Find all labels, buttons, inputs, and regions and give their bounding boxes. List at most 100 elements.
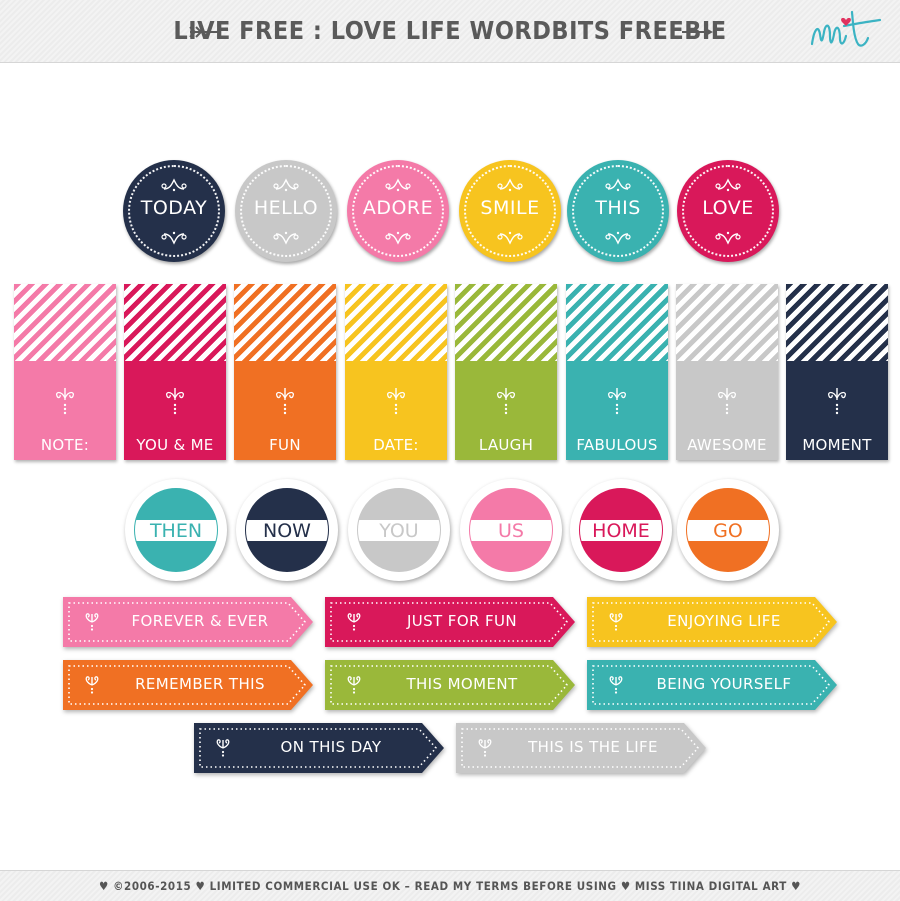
diagonal-stripes [676, 284, 778, 361]
diagonal-stripes [345, 284, 447, 361]
diagonal-stripes [566, 284, 668, 361]
circle-label-smile: SMILE [459, 160, 561, 262]
flourish-icon [272, 230, 300, 245]
dotted-border [240, 165, 332, 257]
flourish-icon [496, 177, 524, 192]
arrow-tag-this-moment: THIS MOMENT [325, 660, 575, 710]
badge-label-text: NOW [263, 520, 311, 542]
diagonal-stripes [14, 284, 116, 361]
dotted-border [464, 165, 556, 257]
flourish-icon [384, 177, 412, 192]
arrow-tag-text: THIS IS THE LIFE [528, 738, 658, 756]
badge-inner-circle: GO [686, 488, 770, 572]
diagonal-stripes [786, 284, 888, 361]
journal-tag-fabulous: FABULOUS [566, 284, 668, 460]
sprig-icon [81, 673, 103, 695]
circle-label-text: THIS [595, 197, 641, 219]
arrow-tag-on-this-day: ON THIS DAY [194, 723, 444, 773]
circle-label-this: THIS [567, 160, 669, 262]
arrow-tag-text: FOREVER & EVER [131, 612, 269, 630]
badge-white-band [246, 520, 328, 541]
circle-label-hello: HELLO [235, 160, 337, 262]
arrow-tag-this-is-the-life: THIS IS THE LIFE [456, 723, 706, 773]
badge-white-band [687, 520, 769, 541]
sprig-icon [605, 673, 627, 695]
sprig-icon [343, 673, 365, 695]
badge-label-then: THEN [125, 479, 227, 581]
journal-tag-date: DATE: [345, 284, 447, 460]
tag-color-block: NOTE: [14, 361, 116, 460]
badge-white-band [135, 520, 217, 541]
tag-color-block: FABULOUS [566, 361, 668, 460]
header-bar: LIVE FREE : LOVE LIFE WORDBITS FREEBIE [0, 0, 900, 63]
badge-white-band [358, 520, 440, 541]
dotted-border [128, 165, 220, 257]
circle-label-love: LOVE [677, 160, 779, 262]
footer-bar: ♥ ©2006-2015 ♥ LIMITED COMMERCIAL USE OK… [0, 870, 900, 901]
circle-label-adore: ADORE [347, 160, 449, 262]
tag-label-text: NOTE: [40, 436, 90, 454]
arrow-tag-being-yourself: BEING YOURSELF [587, 660, 837, 710]
arrow-tag-shape [63, 597, 313, 647]
badge-inner-circle: HOME [579, 488, 663, 572]
dotted-border [682, 165, 774, 257]
diagonal-stripes [455, 284, 557, 361]
circle-label-text: HELLO [253, 197, 319, 219]
sprig-icon [212, 736, 234, 758]
tag-color-block: FUN [234, 361, 336, 460]
tag-label-text: AWESOME [687, 436, 767, 454]
arrow-tag-shape [63, 660, 313, 710]
ornament-icon [163, 386, 187, 416]
arrow-tag-remember-this: REMEMBER THIS [63, 660, 313, 710]
arrow-tag-shape [456, 723, 706, 773]
badge-white-band [470, 520, 552, 541]
page-title: LIVE FREE : LOVE LIFE WORDBITS FREEBIE [173, 16, 727, 45]
tag-color-block: AWESOME [676, 361, 778, 460]
journal-tag-awesome: AWESOME [676, 284, 778, 460]
ornament-icon [384, 386, 408, 416]
flourish-icon [496, 230, 524, 245]
flourish-icon [714, 230, 742, 245]
arrow-tag-shape [587, 660, 837, 710]
tag-color-block: MOMENT [786, 361, 888, 460]
ornament-icon [825, 386, 849, 416]
badge-inner-circle: YOU [357, 488, 441, 572]
sprig-icon [474, 736, 496, 758]
feather-arrow-icon [189, 26, 221, 38]
arrow-right-icon [682, 27, 713, 37]
badge-label-go: GO [677, 479, 779, 581]
tag-label-text: YOU & ME [136, 436, 214, 454]
ornament-icon [494, 386, 518, 416]
ornament-icon [605, 386, 629, 416]
badge-label-text: YOU [379, 520, 419, 542]
arrow-tag-forever-ever: FOREVER & EVER [63, 597, 313, 647]
badge-label-us: US [460, 479, 562, 581]
arrow-tag-text: THIS MOMENT [406, 675, 518, 693]
sprig-icon [81, 610, 103, 632]
dotted-border [572, 165, 664, 257]
journal-tag-note: NOTE: [14, 284, 116, 460]
badge-label-text: HOME [592, 520, 650, 542]
flourish-icon [714, 177, 742, 192]
journal-tag-you-me: YOU & ME [124, 284, 226, 460]
sprig-icon [605, 610, 627, 632]
sprig-icon [343, 610, 365, 632]
tag-label-text: DATE: [373, 436, 419, 454]
flourish-icon [272, 177, 300, 192]
tag-label-text: LAUGH [478, 436, 534, 454]
tag-label-text: FUN [269, 436, 301, 454]
badge-label-now: NOW [236, 479, 338, 581]
arrow-tag-enjoying-life: ENJOYING LIFE [587, 597, 837, 647]
arrow-tag-shape [587, 597, 837, 647]
ornament-icon [715, 386, 739, 416]
arrow-tag-text: JUST FOR FUN [406, 612, 518, 630]
tag-label-text: MOMENT [802, 436, 872, 454]
badge-label-text: THEN [149, 520, 203, 542]
flourish-icon [160, 177, 188, 192]
badge-label-you: YOU [348, 479, 450, 581]
journal-tag-fun: FUN [234, 284, 336, 460]
circle-label-text: SMILE [480, 197, 540, 219]
tag-color-block: LAUGH [455, 361, 557, 460]
arrow-tag-text: REMEMBER THIS [135, 675, 265, 693]
flourish-icon [604, 230, 632, 245]
